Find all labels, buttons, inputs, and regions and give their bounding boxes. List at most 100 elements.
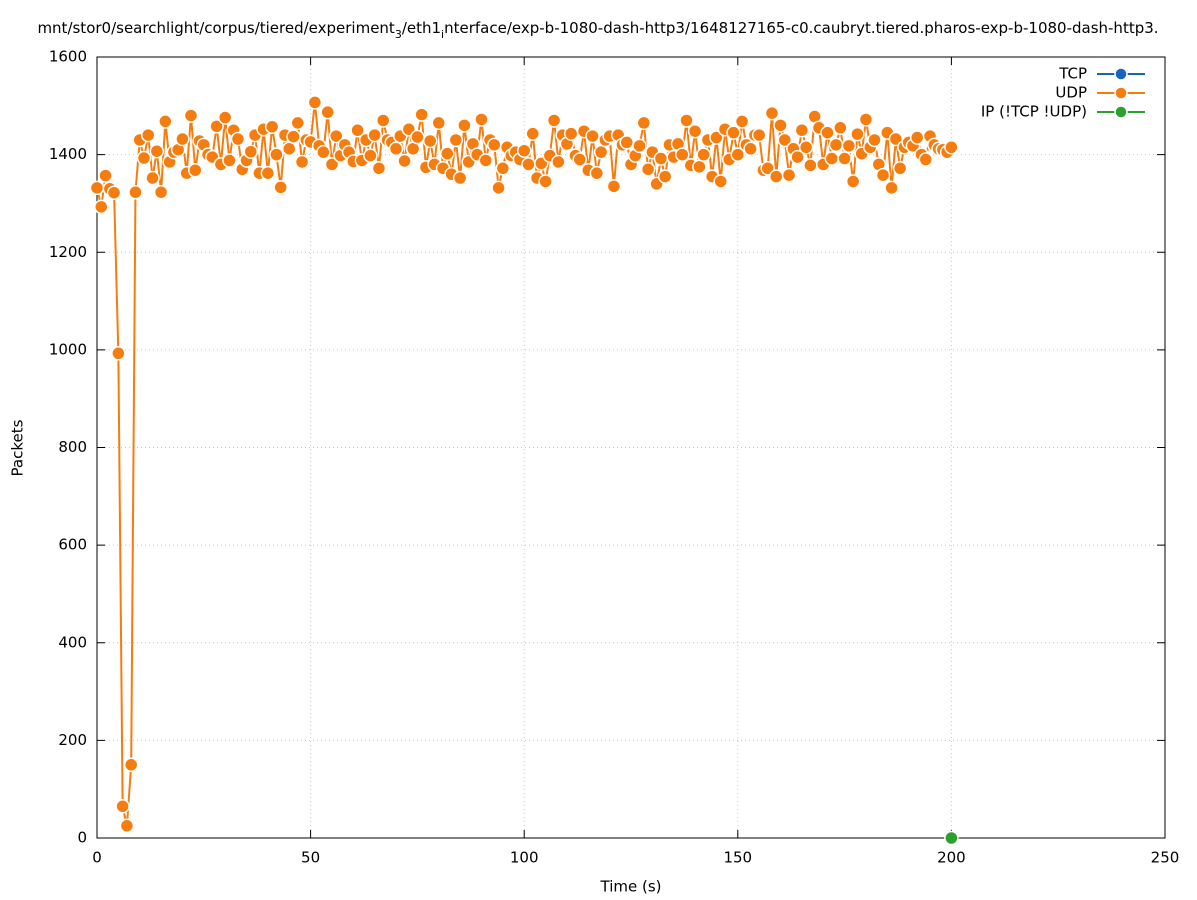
data-point (696, 147, 711, 162)
data-point (478, 153, 494, 168)
data-point (636, 115, 652, 131)
data-point (525, 126, 540, 141)
data-point (153, 184, 169, 200)
data-point (106, 185, 122, 200)
data-point (743, 141, 758, 157)
data-point (158, 114, 173, 129)
legend-label: UDP (1055, 84, 1087, 102)
data-point (538, 174, 553, 189)
data-point (820, 125, 835, 140)
data-point (751, 127, 767, 143)
data-point (474, 112, 489, 127)
data-point (123, 757, 139, 773)
data-point (850, 126, 865, 142)
data-point (918, 152, 934, 167)
y-axis-label: Packets (9, 419, 27, 476)
data-point (764, 105, 780, 121)
data-point (89, 180, 105, 196)
chart-title: mnt/stor0/searchlight/corpus/tiered/expe… (37, 19, 1158, 41)
data-point (841, 138, 857, 154)
data-point (803, 158, 818, 173)
data-point (516, 143, 532, 158)
x-tick-label: 50 (301, 849, 320, 867)
data-point (119, 818, 135, 834)
plot-border (96, 56, 1166, 839)
title-subscript: i (441, 28, 444, 41)
data-point (944, 140, 959, 155)
data-point (794, 122, 810, 138)
data-point (188, 162, 203, 178)
data-point (675, 147, 690, 162)
data-point (98, 168, 113, 183)
data-point (730, 147, 746, 162)
legend-swatch (1114, 86, 1128, 100)
title-subscript: 3 (395, 28, 402, 41)
data-point (328, 128, 344, 144)
data-point (128, 184, 143, 200)
data-point (371, 161, 387, 176)
data-point (858, 112, 874, 127)
title-part: mnt/stor0/searchlight/corpus/tiered/expe… (37, 19, 394, 37)
data-point (307, 95, 323, 110)
data-point (183, 108, 199, 123)
data-point (217, 110, 233, 125)
legend-swatch (1114, 105, 1128, 119)
data-point (414, 107, 429, 122)
data-point (563, 126, 579, 141)
y-tick-label: 1400 (49, 145, 87, 163)
y-tick-label: 1000 (49, 340, 87, 358)
data-point (375, 113, 391, 128)
data-point (521, 157, 536, 172)
data-point (452, 170, 468, 186)
legend-label: IP (!TCP !UDP) (981, 103, 1087, 121)
data-point (892, 161, 908, 176)
data-point (798, 140, 814, 155)
data-point (824, 151, 840, 166)
data-point (350, 122, 365, 138)
data-point (316, 144, 331, 160)
data-point (440, 146, 455, 161)
data-point (495, 161, 511, 176)
y-tick-label: 1200 (49, 243, 87, 261)
data-point (294, 154, 310, 170)
data-point (546, 113, 562, 128)
data-point (768, 169, 784, 184)
data-point (324, 157, 340, 172)
data-point (713, 174, 728, 189)
data-point (136, 150, 152, 166)
data-point (781, 167, 797, 183)
y-tick-label: 400 (58, 633, 87, 651)
title-part: nterface/exp-b-1080-dash-http3/164812716… (444, 19, 1158, 37)
x-tick-label: 100 (510, 849, 539, 867)
y-tick-label: 600 (58, 536, 87, 554)
data-point (264, 119, 280, 135)
data-point (175, 131, 190, 147)
data-point (619, 135, 634, 150)
data-point (115, 799, 130, 814)
data-point (653, 151, 669, 166)
x-axis-label: Time (s) (600, 878, 662, 896)
data-point (692, 159, 707, 175)
data-point (790, 149, 805, 165)
data-point (273, 180, 288, 195)
y-tick-label: 1600 (49, 48, 87, 66)
x-tick-label: 150 (723, 849, 752, 867)
data-point (875, 167, 891, 183)
data-point (657, 169, 673, 184)
y-tick-label: 200 (58, 731, 87, 749)
data-point (111, 346, 126, 361)
data-point (944, 830, 959, 846)
data-point (709, 130, 724, 145)
y-tick-label: 0 (77, 829, 87, 847)
data-point (410, 129, 425, 145)
data-point (260, 165, 276, 181)
data-point (909, 130, 925, 145)
data-point (290, 115, 306, 131)
data-point (363, 148, 378, 163)
data-point (320, 104, 335, 120)
data-point (422, 133, 438, 149)
data-point (230, 131, 246, 147)
data-point (687, 123, 703, 139)
data-point (572, 152, 587, 167)
